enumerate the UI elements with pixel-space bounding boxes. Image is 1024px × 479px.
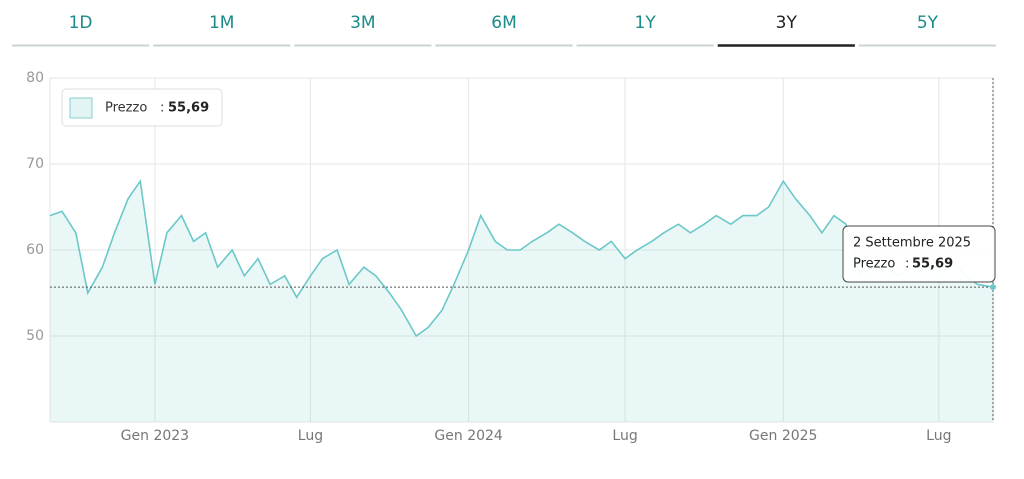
tab[interactable]: 3M <box>294 0 432 47</box>
y-tick-label: 70 <box>26 156 44 172</box>
tooltip-box <box>842 225 996 283</box>
tab[interactable]: 3Y <box>717 0 855 47</box>
tabs: 1D 1M 3M 6M 1Y 3Y 5Y <box>12 0 996 47</box>
tab-area[interactable] <box>858 0 996 46</box>
tab[interactable]: 6M <box>435 0 573 47</box>
tab-area[interactable] <box>12 0 150 46</box>
x-tick-label: Lug <box>926 428 951 444</box>
tab-label[interactable]: 1Y <box>635 13 657 33</box>
tooltip-name: Prezzo <box>853 257 895 272</box>
y-tick-label: 60 <box>26 242 44 258</box>
tab-label[interactable]: 1D <box>69 13 93 33</box>
tab-area[interactable] <box>717 0 855 46</box>
tooltip-value: 55,69 <box>912 257 953 272</box>
tab-label[interactable]: 6M <box>491 13 516 33</box>
tab[interactable]: 5Y <box>858 0 996 47</box>
x-tick-label: Gen 2023 <box>121 428 189 444</box>
tab-area[interactable] <box>435 0 573 46</box>
tab-area[interactable] <box>294 0 432 46</box>
area <box>50 181 993 422</box>
price-line <box>49 179 994 338</box>
tooltip-date: 2 Settembre 2025 <box>853 236 971 251</box>
y-tick-label: 50 <box>26 328 44 344</box>
x-tick-label: Lug <box>612 428 637 444</box>
legend: Prezzo:55,69 <box>61 88 223 127</box>
legend-swatch <box>69 97 93 119</box>
tab-area[interactable] <box>576 0 714 46</box>
tooltip: 2 Settembre 2025 Prezzo:55,69 <box>842 225 996 283</box>
tab-label[interactable]: 1M <box>209 13 234 33</box>
plot: 50 60 70 80 Gen 2023 Lug Gen 2024 Lug Gen 2025 Lu… <box>26 70 996 444</box>
legend-name: Prezzo <box>105 101 147 116</box>
legend-value: 55,69 <box>168 101 209 116</box>
tab[interactable]: 1Y <box>576 0 714 47</box>
tab-label[interactable]: 3Y <box>776 13 798 33</box>
legend-separator: : <box>160 101 164 116</box>
x-tick-label: Gen 2024 <box>434 428 503 444</box>
tab-label[interactable]: 5Y <box>917 13 939 33</box>
tab-label[interactable]: 3M <box>350 13 375 33</box>
y-tick-label: 80 <box>26 70 44 86</box>
x-tick-label: Lug <box>298 428 323 444</box>
tab[interactable]: 1D <box>12 0 150 47</box>
last-point <box>990 284 996 291</box>
tab-area[interactable] <box>153 0 291 46</box>
x-tick-label: Gen 2025 <box>749 428 817 444</box>
legend-box <box>61 88 223 127</box>
tab[interactable]: 1M <box>153 0 291 47</box>
tooltip-separator: : <box>905 257 909 272</box>
